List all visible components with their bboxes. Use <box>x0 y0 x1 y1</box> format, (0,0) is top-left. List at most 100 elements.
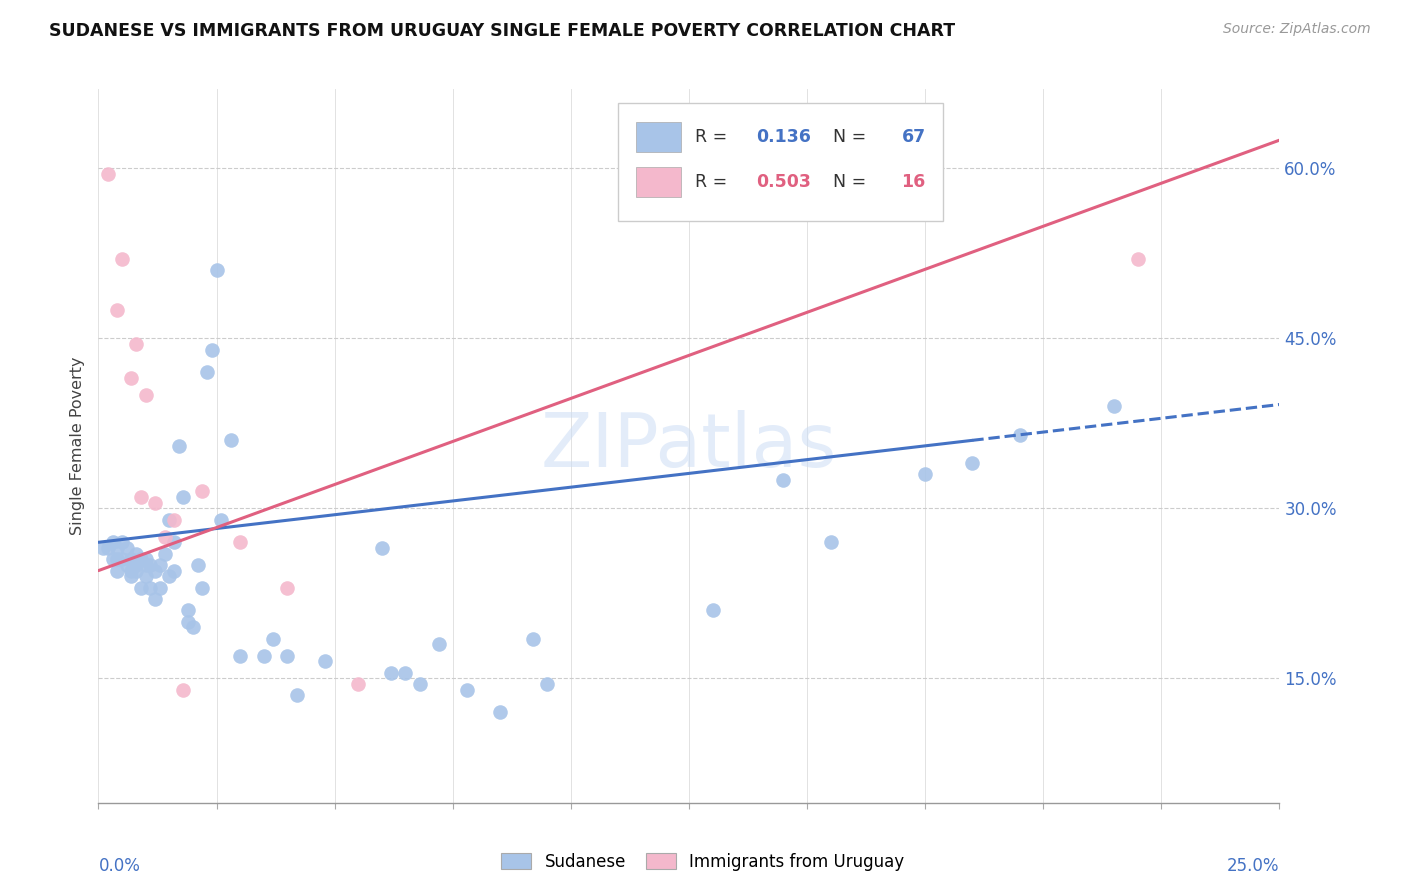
Point <box>209 513 232 527</box>
Point <box>177 615 200 629</box>
Point <box>914 467 936 482</box>
Point <box>201 343 224 357</box>
Point <box>121 552 143 566</box>
Point <box>125 564 148 578</box>
Point <box>105 552 128 566</box>
FancyBboxPatch shape <box>619 103 943 221</box>
FancyBboxPatch shape <box>636 122 681 152</box>
Text: 0.0%: 0.0% <box>98 857 141 875</box>
Point <box>121 564 143 578</box>
Point <box>111 552 134 566</box>
Point <box>229 648 252 663</box>
Point <box>262 632 284 646</box>
Point <box>195 365 218 379</box>
Point <box>111 252 134 266</box>
Point <box>97 541 120 555</box>
Point <box>1008 427 1031 442</box>
Point <box>394 665 416 680</box>
Legend: Sudanese, Immigrants from Uruguay: Sudanese, Immigrants from Uruguay <box>494 845 912 880</box>
Point <box>205 263 228 277</box>
Point <box>105 541 128 555</box>
Point <box>143 495 166 509</box>
Y-axis label: Single Female Poverty: Single Female Poverty <box>70 357 86 535</box>
Text: 0.136: 0.136 <box>756 128 811 146</box>
Point <box>97 167 120 181</box>
Point <box>522 632 544 646</box>
Point <box>149 558 172 572</box>
Point <box>1102 400 1125 414</box>
Text: ZIPatlas: ZIPatlas <box>541 409 837 483</box>
Point <box>125 337 148 351</box>
Text: 0.503: 0.503 <box>756 173 811 191</box>
Point <box>427 637 450 651</box>
Point <box>172 490 194 504</box>
Point <box>157 513 180 527</box>
Point <box>276 581 298 595</box>
Point <box>139 581 162 595</box>
Text: N =: N = <box>823 173 872 191</box>
Point <box>129 581 152 595</box>
Point <box>163 513 186 527</box>
Point <box>135 388 157 402</box>
Point <box>347 677 370 691</box>
Point <box>143 591 166 606</box>
Text: 25.0%: 25.0% <box>1227 857 1279 875</box>
Point <box>101 535 124 549</box>
Point <box>285 688 308 702</box>
Point <box>219 434 242 448</box>
Point <box>115 541 138 555</box>
Point <box>456 682 478 697</box>
Point <box>153 530 176 544</box>
Point <box>1126 252 1149 266</box>
Point <box>408 677 430 691</box>
Point <box>962 456 984 470</box>
Point <box>489 705 512 719</box>
Text: 67: 67 <box>901 128 925 146</box>
Point <box>115 558 138 572</box>
Point <box>149 581 172 595</box>
Point <box>371 541 394 555</box>
Point <box>191 484 214 499</box>
Point <box>91 541 114 555</box>
Point <box>129 552 152 566</box>
Point <box>121 569 143 583</box>
Point <box>177 603 200 617</box>
Point <box>191 581 214 595</box>
Text: R =: R = <box>695 173 733 191</box>
Point <box>702 603 724 617</box>
Point <box>314 654 336 668</box>
Text: 16: 16 <box>901 173 925 191</box>
Point <box>187 558 209 572</box>
Point <box>129 490 152 504</box>
Point <box>135 569 157 583</box>
Point <box>135 558 157 572</box>
Point <box>135 552 157 566</box>
Point <box>153 547 176 561</box>
Point <box>125 558 148 572</box>
Point <box>105 564 128 578</box>
Text: R =: R = <box>695 128 733 146</box>
Point <box>125 547 148 561</box>
Point <box>111 535 134 549</box>
Point <box>820 535 842 549</box>
Point <box>253 648 276 663</box>
Point <box>181 620 204 634</box>
Text: SUDANESE VS IMMIGRANTS FROM URUGUAY SINGLE FEMALE POVERTY CORRELATION CHART: SUDANESE VS IMMIGRANTS FROM URUGUAY SING… <box>49 22 955 40</box>
Point <box>276 648 298 663</box>
Point <box>105 303 128 318</box>
Point <box>167 439 190 453</box>
Point <box>121 371 143 385</box>
Point <box>772 473 794 487</box>
Point <box>163 535 186 549</box>
Point <box>157 569 180 583</box>
Point <box>101 552 124 566</box>
Point <box>536 677 558 691</box>
Point <box>172 682 194 697</box>
Text: N =: N = <box>823 128 872 146</box>
Point <box>143 564 166 578</box>
Point <box>139 558 162 572</box>
Point <box>163 564 186 578</box>
FancyBboxPatch shape <box>636 167 681 197</box>
Point <box>229 535 252 549</box>
Point <box>380 665 402 680</box>
